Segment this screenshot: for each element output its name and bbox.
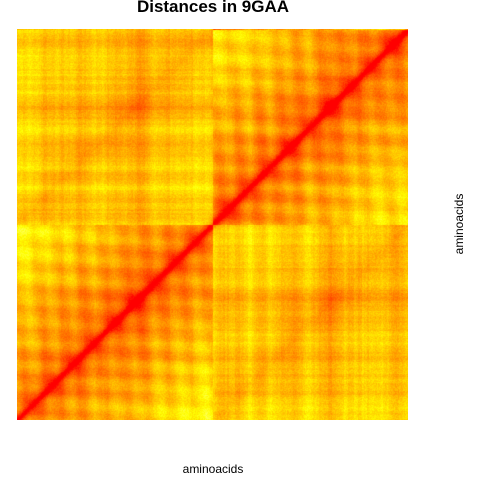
x-axis-label: aminoacids (182, 462, 244, 476)
y-axis-label: aminoacids (452, 193, 466, 255)
heatmap-plot (17, 29, 408, 420)
chart-title: Distances in 9GAA (136, 0, 290, 16)
heatmap-canvas (17, 29, 408, 420)
